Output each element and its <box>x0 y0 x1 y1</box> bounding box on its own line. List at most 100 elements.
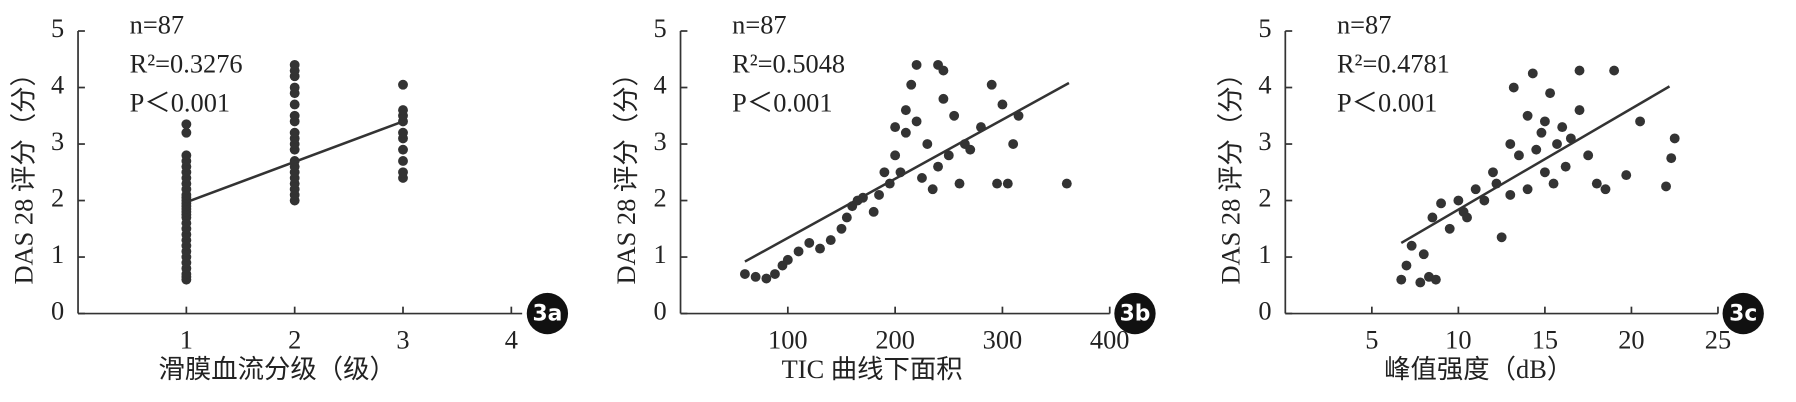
y-tick-label: 3 <box>654 126 667 156</box>
point <box>1470 184 1481 195</box>
point <box>1545 88 1556 99</box>
point <box>761 273 772 284</box>
point <box>992 178 1003 189</box>
point <box>1527 68 1538 79</box>
y-tick-label: 1 <box>1258 239 1271 269</box>
point <box>1396 274 1407 285</box>
point <box>1557 122 1568 133</box>
point <box>1574 105 1585 116</box>
point <box>181 150 192 161</box>
point <box>1008 139 1019 149</box>
point <box>804 237 815 248</box>
point <box>1430 274 1441 285</box>
annotation: P＜0.001 <box>1337 88 1437 118</box>
y-tick-label: 2 <box>654 183 667 213</box>
badge: 3a <box>532 302 562 327</box>
trend-line <box>1400 85 1671 245</box>
annotation: P＜0.001 <box>732 88 832 118</box>
point <box>181 127 192 138</box>
point <box>900 127 911 138</box>
point <box>1522 110 1533 121</box>
y-tick-label: 2 <box>1258 183 1271 213</box>
point <box>986 79 997 90</box>
y-tick-label: 3 <box>1258 126 1271 156</box>
y-tick-label: 4 <box>654 70 667 100</box>
point <box>879 167 890 178</box>
chart-panel: 0 1 2 3 4 5 5 10 15 20 25 峰值强度（dB） DAS 28 评分（分） n=87 R… <box>1216 10 1764 384</box>
point <box>289 127 300 138</box>
point <box>922 139 933 149</box>
point <box>1401 260 1412 271</box>
point <box>997 99 1008 110</box>
point <box>1539 116 1550 127</box>
badge: 3c <box>1729 302 1757 327</box>
x-axis-label: 峰值强度（dB） <box>1384 354 1573 384</box>
point <box>1462 212 1472 223</box>
point <box>739 269 750 279</box>
x-tick-label: 20 <box>1618 324 1644 354</box>
point <box>1539 167 1550 178</box>
annotation: P＜0.001 <box>130 88 230 118</box>
annotation: n=87 <box>1337 10 1391 40</box>
trend-line <box>185 120 404 204</box>
point <box>398 105 408 116</box>
point <box>398 144 408 155</box>
y-tick-label: 2 <box>51 183 64 213</box>
x-axis-label: TIC 曲线下面积 <box>782 354 963 384</box>
point <box>782 254 793 265</box>
x-tick-label: 25 <box>1705 324 1731 354</box>
point <box>1666 153 1677 164</box>
point <box>793 246 804 257</box>
point <box>1488 167 1498 178</box>
point <box>938 93 949 104</box>
point <box>770 269 780 279</box>
point <box>890 150 901 161</box>
point <box>836 223 847 234</box>
point <box>874 189 884 200</box>
point <box>868 206 879 217</box>
y-tick-label: 0 <box>1258 296 1271 326</box>
point <box>289 110 300 121</box>
y-axis-label: DAS 28 评分（分） <box>611 60 641 284</box>
point <box>1508 82 1519 93</box>
y-tick-label: 0 <box>51 296 64 326</box>
point <box>949 110 960 121</box>
point <box>289 82 300 93</box>
x-tick-label: 2 <box>288 324 301 354</box>
point <box>841 212 852 223</box>
badge-circle <box>526 292 569 335</box>
point <box>943 150 954 161</box>
point <box>1574 65 1585 76</box>
y-axis-label: DAS 28 评分（分） <box>1216 60 1246 284</box>
point <box>1621 170 1632 181</box>
annotation: R²=0.5048 <box>732 49 845 79</box>
point <box>1427 212 1438 223</box>
x-tick-label: 300 <box>983 324 1023 354</box>
point <box>1661 181 1671 192</box>
y-tick-label: 3 <box>51 126 64 156</box>
point <box>1479 195 1490 206</box>
y-axis-label: DAS 28 评分（分） <box>8 60 38 284</box>
annotation: n=87 <box>732 10 786 40</box>
annotation: n=87 <box>130 10 184 40</box>
point <box>1600 184 1611 195</box>
annotation: R²=0.4781 <box>1337 49 1450 79</box>
x-tick-label: 4 <box>505 324 518 354</box>
point <box>1522 184 1533 195</box>
point <box>911 59 922 70</box>
point <box>911 116 922 127</box>
point <box>965 144 976 155</box>
point <box>1591 178 1602 189</box>
point <box>1531 144 1542 155</box>
point <box>1583 150 1594 161</box>
trend-line <box>744 81 1070 263</box>
point <box>1061 178 1072 189</box>
point <box>1418 249 1429 260</box>
point <box>927 184 938 195</box>
point <box>289 99 300 110</box>
point <box>825 235 836 246</box>
x-tick-label: 200 <box>875 324 915 354</box>
point <box>1436 198 1447 209</box>
